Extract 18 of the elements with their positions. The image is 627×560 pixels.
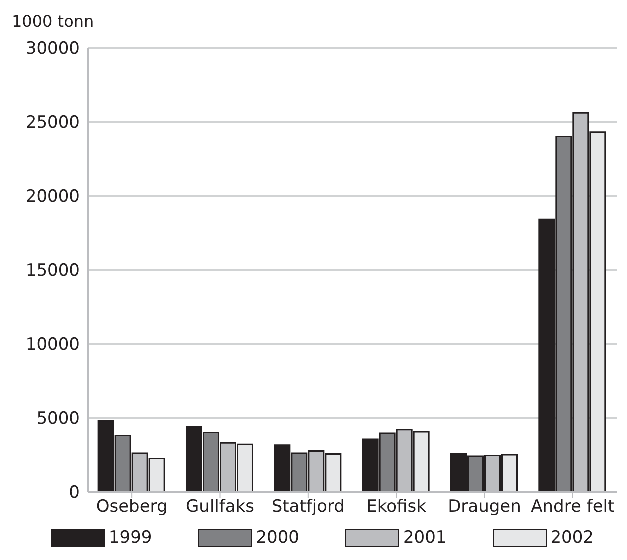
y-tick-label: 10000 — [26, 335, 80, 356]
legend-label: 2002 — [550, 528, 594, 548]
x-tick-label: Andre felt — [531, 497, 615, 518]
x-tick-label: Draugen — [448, 497, 522, 518]
x-tick-label: Statfjord — [272, 497, 345, 518]
x-tick-label: Ekofisk — [366, 497, 427, 518]
x-tick-label: Gullfaks — [186, 497, 255, 518]
y-tick-label: 15000 — [26, 261, 80, 282]
legend-label: 2001 — [403, 528, 447, 548]
y-tick-label: 20000 — [26, 187, 80, 208]
legend-label: 2000 — [256, 528, 300, 548]
y-tick-label: 5000 — [36, 409, 80, 430]
y-tick-label: 30000 — [26, 39, 80, 60]
legend-label: 1999 — [108, 528, 152, 548]
y-axis-title: 1000 tonn — [12, 12, 94, 31]
x-tick-label: Oseberg — [96, 497, 168, 518]
y-tick-label: 0 — [69, 483, 80, 504]
y-tick-label: 25000 — [26, 113, 80, 134]
